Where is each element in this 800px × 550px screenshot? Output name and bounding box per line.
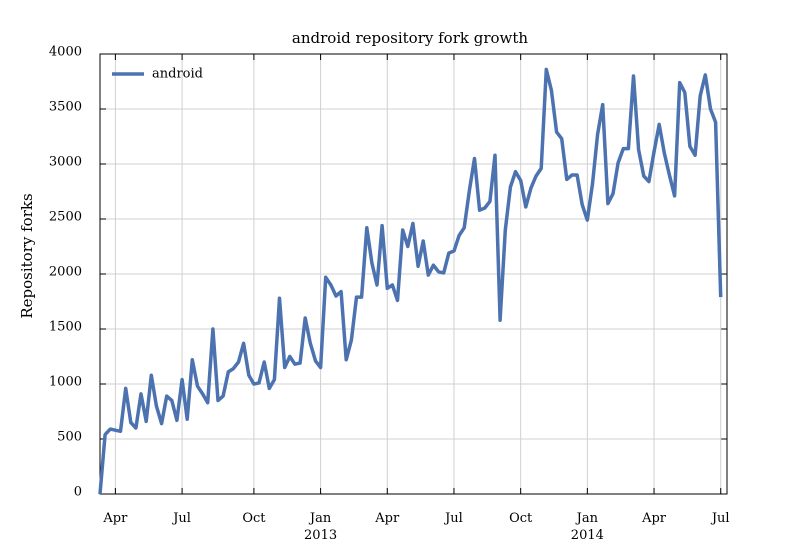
y-tick-label: 1000	[49, 375, 82, 390]
y-tick-label: 3000	[49, 155, 82, 170]
x-tick-label: Jul	[171, 511, 191, 526]
x-tick-label: Jul	[710, 511, 730, 526]
y-tick-label: 1500	[49, 320, 82, 335]
x-tick-label: Jan 2013	[304, 511, 337, 543]
y-axis-label: Repository forks	[18, 193, 36, 318]
x-tick-label: Jan 2014	[571, 511, 604, 543]
y-tick-label: 2500	[49, 210, 82, 225]
x-tick-label: Apr	[102, 511, 128, 526]
x-tick-label: Oct	[242, 511, 266, 526]
y-tick-label: 0	[74, 485, 82, 500]
x-tick-label: Apr	[374, 511, 400, 526]
y-tick-label: 4000	[49, 45, 82, 60]
x-tick-label: Oct	[509, 511, 533, 526]
legend-label: android	[152, 67, 203, 82]
y-tick-label: 3500	[49, 100, 82, 115]
data-line	[98, 67, 723, 495]
x-tick-label: Jul	[443, 511, 463, 526]
plot-frame	[99, 53, 728, 495]
x-tick-label: Apr	[641, 511, 667, 526]
chart-title: android repository fork growth	[292, 29, 529, 47]
y-tick-label: 2000	[49, 265, 82, 280]
y-tick-label: 500	[57, 430, 82, 445]
